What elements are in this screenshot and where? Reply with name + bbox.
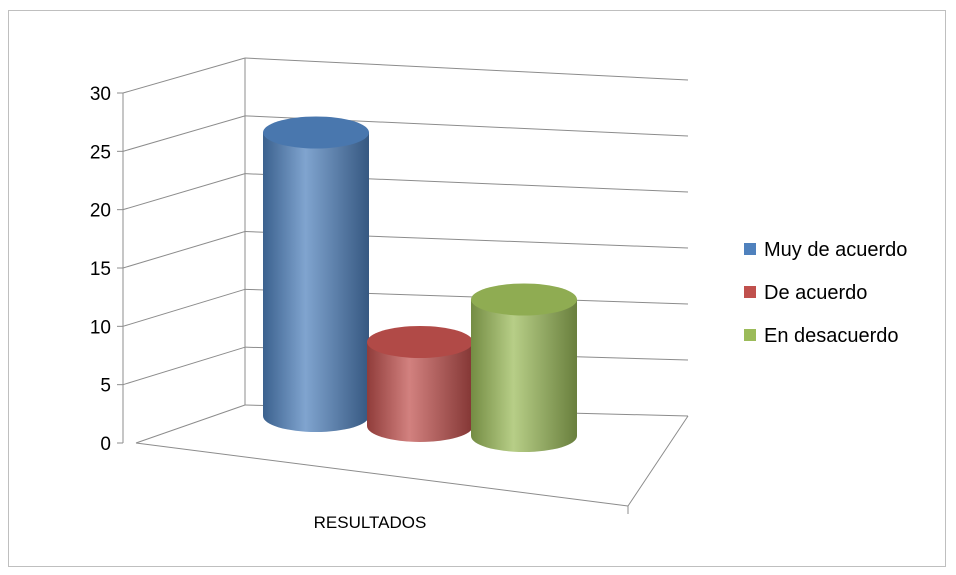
y-axis-ticks: 0 5 10 15 20 25 30 <box>90 84 123 455</box>
y-tick-label: 15 <box>90 259 111 280</box>
floor-left-edge <box>136 405 245 443</box>
bar-muy-de-acuerdo <box>263 117 369 433</box>
legend-label: De acuerdo <box>764 282 867 304</box>
x-tick-label: RESULTADOS <box>314 513 427 532</box>
cylinder-body <box>471 300 577 453</box>
legend-swatch <box>744 243 756 255</box>
chart-legend: Muy de acuerdo De acuerdo En desacuerdo <box>744 239 907 347</box>
bar-de-acuerdo <box>367 326 473 442</box>
y-tick-label: 0 <box>100 434 111 455</box>
cylinder-top <box>471 284 577 316</box>
gridline-side <box>123 174 245 210</box>
y-tick-label: 5 <box>100 376 111 397</box>
y-tick-label: 25 <box>90 142 111 163</box>
bar-en-desacuerdo <box>471 284 577 453</box>
cylinder-top <box>263 117 369 149</box>
y-tick-label: 10 <box>90 317 111 338</box>
legend-label: Muy de acuerdo <box>764 239 907 261</box>
y-tick-label: 20 <box>90 201 111 222</box>
gridline-side <box>123 58 245 93</box>
floor-right-edge <box>628 416 688 506</box>
gridline-side <box>123 289 245 326</box>
gridline-back <box>245 58 688 80</box>
legend-label: En desacuerdo <box>764 325 899 347</box>
legend-swatch <box>744 329 756 341</box>
cylinder-top <box>367 326 473 358</box>
legend-swatch <box>744 286 756 298</box>
gridline-side <box>123 347 245 385</box>
gridline-side <box>123 116 245 151</box>
floor-front-edge <box>136 443 628 506</box>
cylinder-body <box>263 133 369 433</box>
y-tick-label: 30 <box>90 84 111 105</box>
gridline-side <box>123 232 245 269</box>
chart-bars <box>263 117 577 453</box>
